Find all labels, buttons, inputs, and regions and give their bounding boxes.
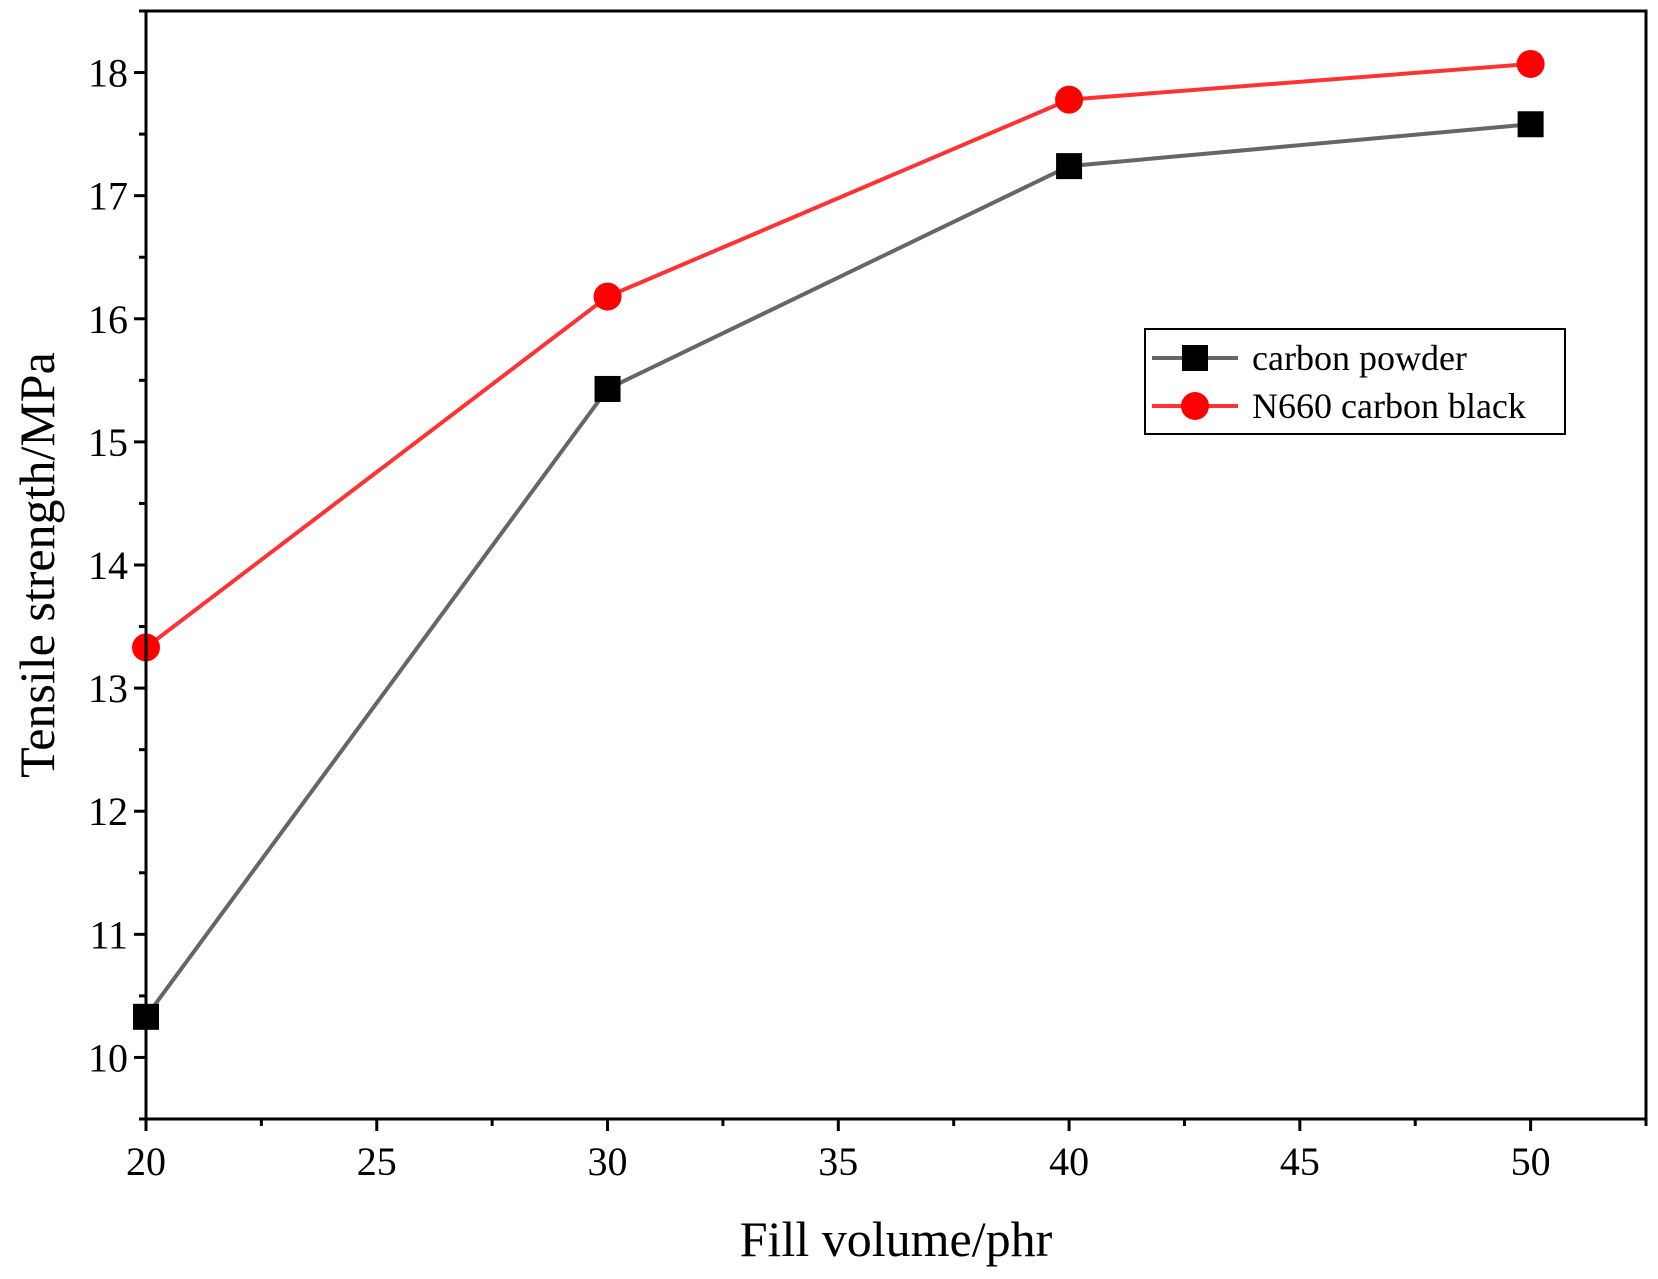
x-tick-label: 25	[357, 1139, 397, 1184]
y-tick-label: 16	[88, 297, 128, 342]
x-axis-label: Fill volume/phr	[740, 1211, 1053, 1267]
y-tick-label: 12	[88, 789, 128, 834]
ticks-layer: 20 25 30 35 40 45 50 10 11 12 13 14 15 16 17 18	[88, 9, 1648, 1184]
data-point-n660-carbon-black	[593, 282, 622, 311]
data-point-carbon-powder	[1517, 111, 1544, 138]
x-tick-label: 35	[818, 1139, 858, 1184]
plot-frame	[144, 9, 1648, 1121]
series-line-carbon-powder	[144, 122, 1531, 1019]
y-tick-label: 17	[88, 174, 128, 219]
y-tick-label: 13	[88, 666, 128, 711]
data-point-n660-carbon-black	[1055, 85, 1084, 114]
x-tick-label: 40	[1049, 1139, 1089, 1184]
x-tick-label: 45	[1280, 1139, 1320, 1184]
y-axis-label: Tensile strength/MPa	[9, 352, 65, 778]
legend-box	[1144, 328, 1566, 435]
x-tick-label: 20	[126, 1139, 166, 1184]
legend-marker-carbon-powder	[1182, 345, 1208, 371]
y-tick-label: 14	[88, 543, 128, 588]
legend: carbon powder N660 carbon black	[1144, 328, 1566, 435]
data-point-carbon-powder	[594, 375, 621, 402]
y-tick-label: 15	[88, 420, 128, 465]
x-tick-label: 50	[1511, 1139, 1551, 1184]
y-tick-label: 18	[88, 51, 128, 96]
series-layer	[132, 49, 1545, 1030]
legend-marker-n660-carbon-black	[1181, 392, 1209, 420]
legend-label-carbon-powder: carbon powder	[1252, 338, 1467, 378]
legend-label-n660-carbon-black: N660 carbon black	[1252, 386, 1526, 426]
series-line-n660-carbon-black	[144, 61, 1531, 650]
y-tick-label: 10	[88, 1035, 128, 1080]
data-point-n660-carbon-black	[1516, 49, 1545, 78]
data-point-carbon-powder	[1056, 153, 1083, 180]
x-tick-label: 30	[588, 1139, 628, 1184]
y-tick-label: 11	[89, 912, 128, 957]
